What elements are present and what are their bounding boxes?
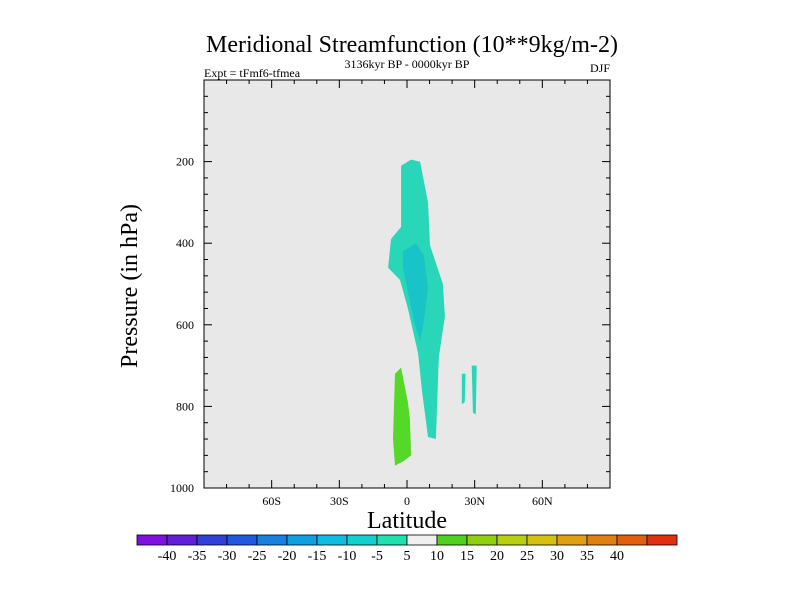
colorbar-swatch [436, 534, 468, 546]
y-axis-ticks: 200 400 600 800 1000 [170, 155, 610, 495]
contour-regions [388, 159, 477, 466]
y-tick-label: 600 [176, 318, 194, 332]
colorbar-swatch [136, 534, 168, 546]
y-tick-label: 800 [176, 399, 194, 413]
season-label: DJF [590, 61, 610, 75]
colorbar-label: -10 [338, 549, 357, 564]
contour-region-small-negative-patch-b [471, 365, 477, 415]
y-axis-label: Pressure (in hPa) [117, 204, 143, 368]
colorbar-label: 10 [430, 549, 444, 564]
colorbar-swatch [226, 534, 258, 546]
chart-title: Meridional Streamfunction (10**9kg/m-2) [206, 32, 618, 58]
colorbar-swatch [526, 534, 558, 546]
colorbar-swatch [286, 534, 318, 546]
colorbar-label: -30 [218, 549, 237, 564]
colorbar-swatch [586, 534, 618, 546]
colorbar-label: 20 [490, 549, 504, 564]
colorbar-swatch [346, 534, 378, 546]
contour-region-small-negative-patch-a [461, 373, 466, 405]
colorbar-swatch [196, 534, 228, 546]
y-tick-label: 1000 [170, 481, 194, 495]
x-tick-label: 60S [262, 494, 281, 508]
x-tick-label: 30N [464, 494, 485, 508]
x-tick-label: 30S [330, 494, 349, 508]
colorbar-swatch [166, 534, 198, 546]
colorbar-swatch [496, 534, 528, 546]
colorbar-swatch [376, 534, 408, 546]
colorbar-label: 5 [404, 549, 411, 564]
minor-ticks [204, 80, 610, 488]
colorbar-swatch [556, 534, 588, 546]
colorbar-label: -20 [278, 549, 297, 564]
y-tick-label: 400 [176, 236, 194, 250]
colorbar-label: -40 [158, 549, 177, 564]
time-range-label: 3136kyr BP - 0000kyr BP [345, 57, 470, 71]
colorbar-label: -25 [248, 549, 267, 564]
colorbar-swatch [316, 534, 348, 546]
colorbar-swatch [466, 534, 498, 546]
colorbar-swatch [646, 534, 678, 546]
experiment-label: Expt = tFmf6-tfmea [204, 66, 301, 80]
colorbar-swatch [256, 534, 288, 546]
colorbar-label: -5 [371, 549, 383, 564]
x-tick-label: 0 [404, 494, 410, 508]
colorbar-labels: -40 -35 -30 -25 -20 -15 -10 -5 5 10 15 20 25 30 35 40 [158, 549, 624, 564]
colorbar-swatch [406, 534, 438, 546]
colorbar-label: 35 [580, 549, 594, 564]
colorbar-label: 25 [520, 549, 534, 564]
colorbar-label: -15 [308, 549, 327, 564]
colorbar [136, 534, 678, 546]
colorbar-label: 40 [610, 549, 624, 564]
y-tick-label: 200 [176, 155, 194, 169]
x-axis-label: Latitude [367, 508, 447, 534]
colorbar-label: -35 [188, 549, 207, 564]
colorbar-label: 30 [550, 549, 564, 564]
contour-region-inner-negative-core [402, 243, 428, 342]
colorbar-label: 15 [460, 549, 474, 564]
x-axis-ticks: 60S 30S 0 30N 60N [262, 80, 553, 508]
contour-region-positive-cell [393, 367, 412, 466]
colorbar-swatch [616, 534, 648, 546]
x-tick-label: 60N [532, 494, 553, 508]
